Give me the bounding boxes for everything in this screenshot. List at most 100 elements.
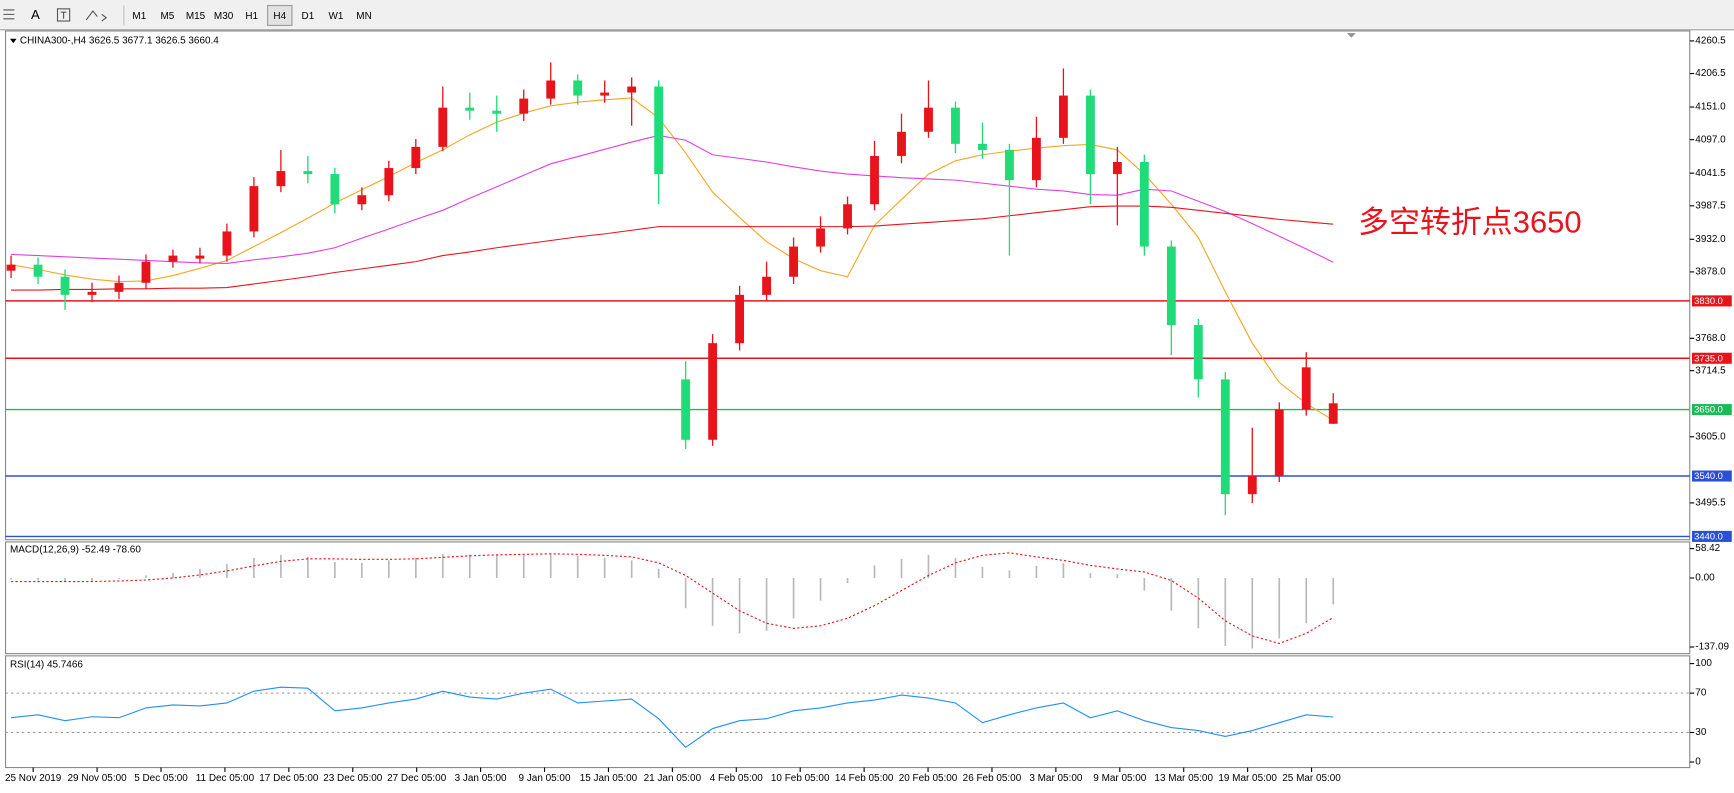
level-label: 3440.0 xyxy=(1694,530,1723,541)
main-panel-frame xyxy=(4,30,1691,541)
x-tick-label: 5 Dec 05:00 xyxy=(134,773,188,784)
timeframe-buttons: M1 M5 M15 M30 H1 H4 D1 W1 MN xyxy=(132,4,372,26)
level-tag xyxy=(1691,352,1732,364)
y-tick-label: 3987.5 xyxy=(1695,200,1726,211)
y-tick-label: 100 xyxy=(1695,658,1712,669)
timeframe-button[interactable]: M15 xyxy=(186,11,206,22)
candle-body xyxy=(1301,367,1311,410)
candle-body xyxy=(492,110,502,114)
y-tick-label: 58.42 xyxy=(1695,543,1720,554)
y-tick-label: 0 xyxy=(1695,757,1701,768)
candle-body xyxy=(978,143,987,150)
active-timeframe xyxy=(267,4,293,26)
candle-body xyxy=(276,171,286,187)
timeframe-button[interactable]: M30 xyxy=(214,11,234,22)
candle-body xyxy=(1005,149,1014,181)
annotation: 多空转折点3650 xyxy=(1358,205,1582,240)
timeframe-button[interactable]: H1 xyxy=(245,11,258,22)
candle-body xyxy=(519,98,529,114)
candle-body xyxy=(249,186,259,232)
candle-body xyxy=(735,294,745,344)
shift-marker xyxy=(1346,33,1356,38)
x-tick-label: 13 Mar 05:00 xyxy=(1154,773,1213,784)
timeframe-button[interactable]: D1 xyxy=(302,11,315,22)
candle-body xyxy=(114,282,124,292)
candle-body xyxy=(573,80,583,96)
y-tick-label: 3605.0 xyxy=(1695,431,1726,442)
candle-body xyxy=(438,107,448,147)
candle-body xyxy=(951,107,960,144)
y-tick-label: 3768.0 xyxy=(1695,333,1726,344)
candle-body xyxy=(681,379,691,440)
candle-body xyxy=(87,291,97,295)
y-tick-label: 3714.5 xyxy=(1695,365,1726,376)
text-tool[interactable]: A xyxy=(31,7,40,22)
candle-body xyxy=(6,264,16,271)
panel-title: MACD(12,26,9) -52.49 -78.60 xyxy=(10,544,141,555)
moving-average xyxy=(10,97,1334,421)
candle-body xyxy=(843,204,852,229)
level-label: 3735.0 xyxy=(1694,352,1723,363)
timeframe-button[interactable]: H4 xyxy=(273,11,286,22)
candle-body xyxy=(168,255,178,262)
candle-body xyxy=(1166,246,1176,326)
x-tick-label: 4 Feb 05:00 xyxy=(710,773,764,784)
plot-layer: 4260.5 4206.5 4151.0 4097.0 4041.5 3987.5 3932… xyxy=(5,36,1732,784)
x-tick-label: 15 Jan 05:00 xyxy=(580,773,638,784)
timeframe-button[interactable]: W1 xyxy=(329,11,344,22)
timeframe-button[interactable]: MN xyxy=(356,11,371,22)
candle-body xyxy=(1274,409,1284,477)
rsi-panel-frame xyxy=(4,655,1691,769)
candle-body xyxy=(1112,162,1122,175)
x-tick-label: 9 Jan 05:00 xyxy=(519,773,571,784)
y-tick-label: 4097.0 xyxy=(1695,134,1726,145)
candle-body xyxy=(1328,403,1338,424)
y-tick-label: 4260.5 xyxy=(1695,36,1726,47)
x-tick-label: 19 Mar 05:00 xyxy=(1218,773,1277,784)
crosshair-icon[interactable] xyxy=(3,9,15,20)
candle-body xyxy=(222,231,232,256)
x-tick-label: 26 Feb 05:00 xyxy=(963,773,1022,784)
candle-body xyxy=(357,195,367,205)
candle-body xyxy=(141,261,151,283)
timeframe-button[interactable]: M5 xyxy=(161,11,175,22)
x-tick-label: 25 Mar 05:00 xyxy=(1282,773,1341,784)
candle-body xyxy=(33,264,43,277)
text-label-glyph xyxy=(60,11,67,19)
candle-body xyxy=(627,86,637,93)
toolbar-icons xyxy=(3,5,125,26)
candle-body xyxy=(708,343,718,440)
timeframe-button[interactable]: M1 xyxy=(132,11,146,22)
y-tick-label: 4041.5 xyxy=(1695,168,1726,179)
candle-body xyxy=(1220,379,1230,495)
x-tick-label: 23 Dec 05:00 xyxy=(323,773,383,784)
x-tick-label: 11 Dec 05:00 xyxy=(196,773,255,784)
x-tick-label: 3 Mar 05:00 xyxy=(1029,773,1083,784)
candle-body xyxy=(1058,95,1068,138)
y-tick-label: -137.09 xyxy=(1695,642,1729,653)
y-tick-label: 4206.5 xyxy=(1695,68,1726,79)
y-tick-label: 3495.5 xyxy=(1695,498,1726,509)
y-tick-label: 4151.0 xyxy=(1695,102,1726,113)
x-tick-label: 29 Nov 05:00 xyxy=(68,773,128,784)
text-label-icon[interactable] xyxy=(56,8,71,22)
candle-body xyxy=(303,171,313,175)
draw-tools-icon[interactable] xyxy=(85,10,108,22)
candle-body xyxy=(384,168,394,196)
moving-average xyxy=(11,205,1334,291)
candle-body xyxy=(1247,476,1257,495)
x-tick-label: 9 Mar 05:00 xyxy=(1093,773,1147,784)
macd-panel-frame xyxy=(4,541,1691,655)
x-tick-label: 21 Jan 05:00 xyxy=(644,773,702,784)
candle-body xyxy=(600,92,610,96)
level-label: 3650.0 xyxy=(1694,404,1723,415)
candle-body xyxy=(1139,162,1149,247)
level-tag xyxy=(1691,404,1732,416)
moving-average xyxy=(11,134,1334,265)
panel-menu-arrow[interactable] xyxy=(9,38,17,44)
macd-signal-line xyxy=(11,552,1334,645)
rsi-line xyxy=(10,686,1334,748)
